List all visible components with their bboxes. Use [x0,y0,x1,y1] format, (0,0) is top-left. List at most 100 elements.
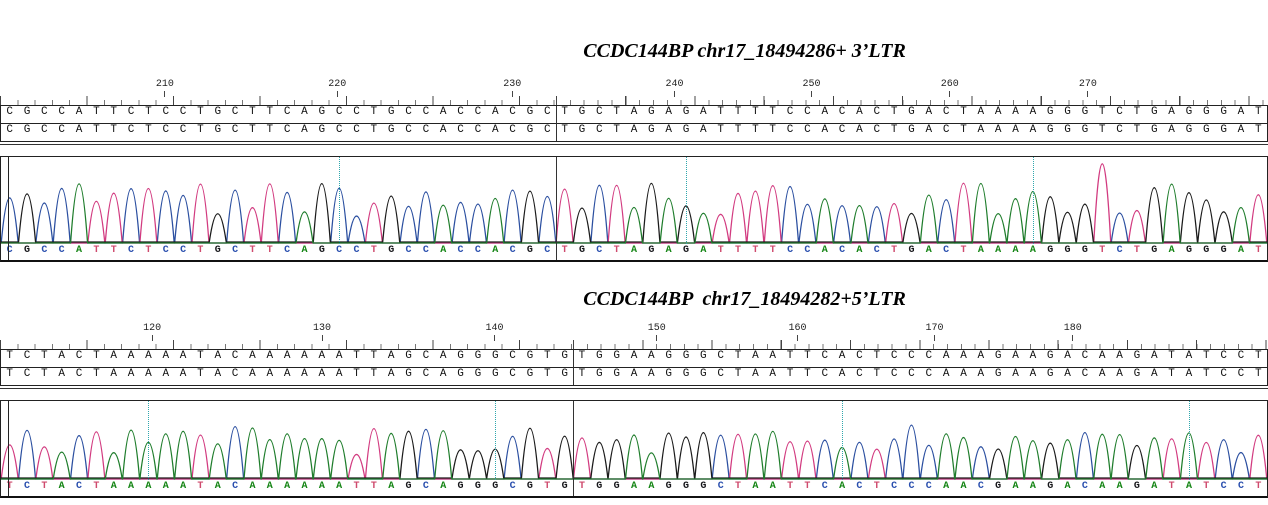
sequence-letter: T [1203,481,1210,492]
sequence-letter: A [388,481,395,492]
sequence-letter: G [1046,124,1054,136]
sequence-letter: T [370,368,378,380]
sequence-letter: G [561,368,568,380]
sequence-letter: C [509,368,516,380]
sequence-letter: C [179,106,187,118]
sequence-letter: T [41,368,48,380]
trace-channel-G [1,183,1267,243]
sequence-letter: T [890,124,898,136]
sequence-letter: G [214,245,221,256]
sequence-letter: C [717,481,724,492]
sequence-letter: A [769,350,777,362]
sequence-letter: A [491,106,499,118]
sequence-letter: A [110,368,118,380]
sequence-letter: G [1150,106,1158,118]
trace-channel-G [1,427,1267,479]
sequence-letter: A [630,245,637,256]
sequence-letter: C [1081,481,1088,492]
sequence-letter: T [960,245,967,256]
sequence-letter: A [58,481,65,492]
sequence-letter: T [1168,368,1175,380]
sequence-letter: A [838,368,846,380]
sequence-letter: G [1081,124,1089,136]
sequence-letter: A [994,106,1002,118]
sequence-letter: C [543,106,551,118]
sequence-letter: G [1081,245,1088,256]
sequence-letter: G [405,368,412,380]
sequence-letter: G [1202,124,1210,136]
sequence-letter: C [283,124,291,136]
sequence-letter: T [804,368,811,380]
spacer [0,389,1268,400]
position-marker-line [686,157,688,244]
sequence-letter: C [890,368,898,380]
sequence-letter: C [543,124,551,136]
sequence-letter: C [335,124,343,136]
sequence-letter: T [197,368,204,380]
sequence-letter: C [821,350,829,362]
sequence-letter: C [786,106,794,118]
sequence-letter: C [41,245,48,256]
sequence-letter: T [752,124,759,136]
trace-channel-T [1,428,1267,480]
sequence-letter: G [908,245,915,256]
sequence-letter: C [457,106,464,118]
sequence-letter: C [1081,368,1089,380]
sequence-letter: G [1185,124,1193,136]
ruler-label: 210 [156,79,174,97]
sequence-letter: C [1116,245,1123,256]
sequence-letter: A [977,124,985,136]
sequence-letter: A [838,350,846,362]
sequence-letter: T [249,245,256,256]
sequence-letter: A [1012,124,1019,136]
sequence-letter: A [145,481,152,492]
position-marker-line [842,401,844,480]
sequence-letter: A [249,350,256,362]
sequence-letter: C [75,350,83,362]
sequence-letter: A [1012,350,1019,362]
sequence-letter: T [717,106,724,118]
segment-divider-line [573,350,575,385]
sequence-letter: G [665,368,672,380]
sequence-letter: A [630,106,638,118]
sequence-letter: T [353,350,360,362]
sequence-letter: A [1029,245,1036,256]
sequence-letter: A [301,245,308,256]
panel-title: CCDC144BP chr17_18494282+5’LTR [583,288,906,310]
sequence-letter: T [6,350,13,362]
sequence-letter: C [405,106,412,118]
sequence-letter: G [561,481,568,492]
sequence-letter: T [891,245,898,256]
sequence-letter: A [700,106,707,118]
sequence-letter: A [162,368,170,380]
sequence-letter: G [1133,350,1141,362]
sequence-letter: A [58,350,65,362]
sequence-letter: A [127,350,135,362]
ruler-tick-strip [555,96,1268,105]
sequence-letter: G [491,368,499,380]
sequence-letter: A [75,124,83,136]
sequence-letter: G [578,245,585,256]
position-marker-line [148,401,150,480]
sequence-letter: G [526,124,534,136]
sequence-letter: G [683,245,690,256]
sequence-letter: A [318,350,326,362]
sequence-letter: C [804,124,811,136]
sequence-letter: C [474,106,482,118]
sequence-letter: A [1185,350,1193,362]
sequence-letter: A [700,245,707,256]
sequence-letter: A [336,481,343,492]
sequence-letter: T [145,124,152,136]
sequence-letter: T [197,350,204,362]
sequence-letter: A [960,368,967,380]
panel-title: CCDC144BP chr17_18494286+ 3’LTR [583,40,906,62]
sequence-letter: C [231,106,239,118]
sequence-letter: T [93,106,100,118]
sequence-letter: T [110,245,117,256]
sequence-letter: G [1220,245,1227,256]
sequence-letter: G [613,481,620,492]
sequence-letter: A [1064,368,1071,380]
sequence-letter: A [58,368,65,380]
